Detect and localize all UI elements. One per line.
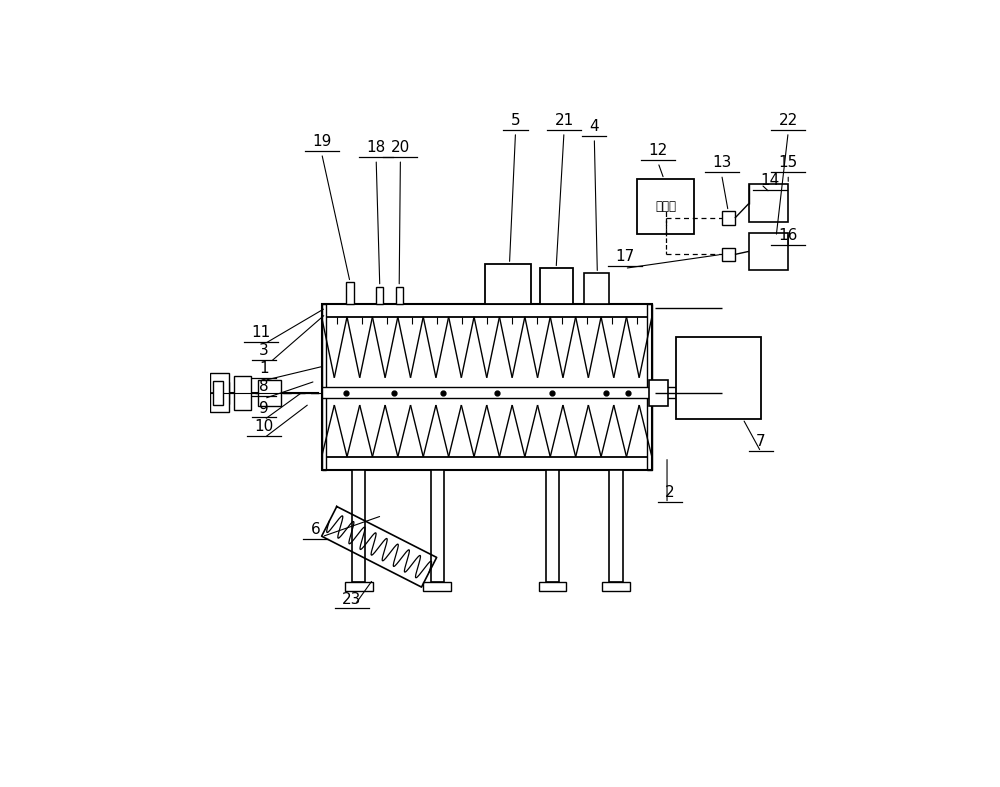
Bar [722, 212, 735, 225]
Bar [352, 470, 365, 582]
Text: 20: 20 [391, 140, 410, 155]
Text: 15: 15 [779, 155, 798, 170]
Text: 21: 21 [554, 113, 574, 127]
Text: 16: 16 [779, 228, 798, 243]
Text: 17: 17 [615, 249, 634, 264]
Text: 11: 11 [251, 325, 271, 340]
Bar [234, 376, 251, 410]
Bar [584, 273, 609, 304]
Bar [749, 233, 788, 270]
Bar [609, 470, 623, 582]
Text: 22: 22 [779, 113, 798, 127]
Bar [676, 337, 761, 419]
Bar [376, 286, 383, 304]
Bar [258, 379, 281, 406]
Bar [216, 382, 229, 404]
Text: 19: 19 [312, 134, 331, 149]
Text: 18: 18 [367, 140, 386, 155]
Text: 7: 7 [756, 434, 766, 449]
Bar [539, 582, 566, 591]
Bar [647, 304, 652, 470]
Bar [322, 387, 685, 398]
Text: 1: 1 [259, 361, 269, 376]
Bar [345, 582, 373, 591]
Bar [637, 179, 694, 234]
Bar [213, 381, 223, 405]
Bar [546, 470, 559, 582]
Text: 12: 12 [648, 143, 668, 158]
Text: 8: 8 [259, 379, 269, 394]
Bar [322, 304, 652, 470]
Text: 2: 2 [665, 486, 675, 501]
Text: 6: 6 [311, 522, 320, 537]
Text: 23: 23 [342, 592, 362, 607]
Bar [322, 304, 326, 470]
Text: 控制器: 控制器 [655, 200, 676, 213]
Bar [423, 582, 451, 591]
Bar [210, 374, 229, 412]
Text: 14: 14 [760, 173, 780, 188]
Bar [322, 456, 652, 470]
Bar [722, 248, 735, 261]
Bar [649, 379, 668, 406]
Text: 10: 10 [254, 419, 274, 434]
Text: 5: 5 [511, 113, 520, 127]
Bar [602, 582, 630, 591]
Bar [346, 283, 354, 304]
Bar [396, 286, 403, 304]
Bar [540, 268, 573, 304]
Bar [749, 184, 788, 222]
Bar [485, 264, 531, 304]
Bar [322, 304, 652, 317]
Text: 13: 13 [712, 155, 731, 170]
Text: 9: 9 [259, 401, 269, 416]
Text: 4: 4 [589, 119, 599, 134]
Bar [431, 470, 444, 582]
Text: 3: 3 [259, 343, 269, 358]
